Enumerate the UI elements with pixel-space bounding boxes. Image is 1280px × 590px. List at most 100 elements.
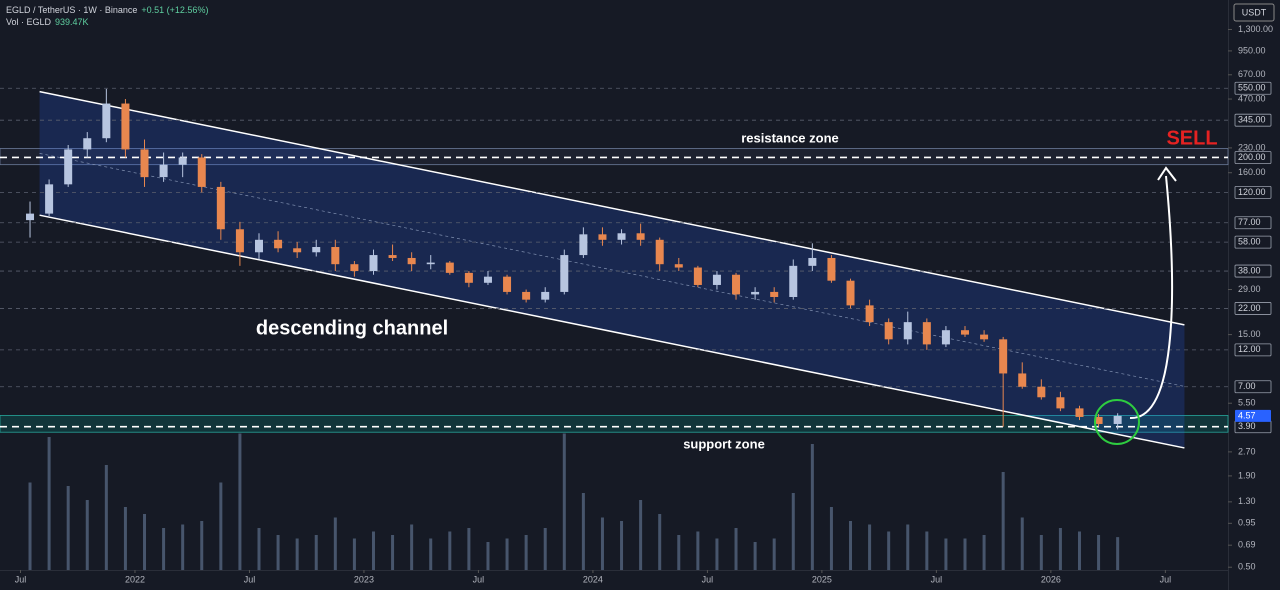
volume-bar [352,538,356,570]
candle-body [483,276,492,283]
candle-body [865,305,874,323]
level-label-box [1234,343,1272,357]
level-label: 200.00 [1238,152,1266,162]
candle-body [350,264,359,272]
candles [26,88,1122,430]
x-tick-label: Jul [931,574,943,584]
volume-bar [1077,531,1081,570]
x-tick-label: Jul [1160,574,1172,584]
level-label: 58.00 [1238,236,1261,246]
volume-bar [753,542,757,570]
zone-band [0,415,1229,433]
candle-body [64,149,73,185]
x-tick-label: 2025 [812,574,832,584]
candle-body [980,334,989,340]
volume-bar [1039,535,1043,570]
level-label: 22.00 [1238,303,1261,313]
volume-bar [486,542,490,570]
candle-body [83,138,92,150]
title: EGLD / TetherUS · 1W · Binance [6,5,138,15]
volume-bar [543,528,547,570]
volume-bar [371,531,375,570]
channel-midline [39,153,1185,387]
volume-bar [600,517,604,570]
candle-body [541,291,550,300]
volume-bar [28,482,32,570]
candle-body [159,164,168,178]
level-label-box [1234,81,1272,95]
zone-band [0,148,1229,166]
title-row: EGLD / TetherUS · 1W · Binance +0.51 (+12… [6,4,208,16]
volume-bar [257,528,261,570]
x-tick-label: Jul [473,574,485,584]
level-label: 38.00 [1238,265,1261,275]
volume-bar [1097,535,1101,570]
candle-body [655,239,664,265]
channel [39,90,1185,449]
y-tick-label: 5.50 [1238,398,1256,408]
candle-body [732,274,741,295]
volume-bar [829,507,833,570]
y-tick-label: 0.95 [1238,518,1256,528]
volume-bar [963,538,967,570]
candle-body [941,330,950,345]
y-tick-label: 670.00 [1238,69,1266,79]
volume-bar [868,524,872,570]
candle-body [254,239,263,253]
y-tick-label: 1.90 [1238,470,1256,480]
candle-body [579,234,588,256]
volume-bar [314,535,318,570]
volume-bar [1001,472,1005,570]
volume-bar [1116,537,1120,570]
candle-body [426,262,435,265]
volume-bar [391,535,395,570]
x-tick-label: 2023 [354,574,374,584]
volume-bar [620,521,624,570]
arrow-head [1157,166,1177,182]
volume-row: Vol · EGLD 939.47K [6,16,208,28]
candle-body [121,103,130,150]
level-label-box [1234,264,1272,278]
level-label: 77.00 [1238,217,1261,227]
y-tick-label: 950.00 [1238,45,1266,55]
candle-body [1113,415,1122,424]
volume-bar [66,486,70,570]
volume-bar [295,538,299,570]
candle-body [1094,416,1103,424]
channel-line [39,214,1185,449]
volume-bar [810,444,814,570]
candle-body [26,213,35,221]
volume-bar [47,437,51,570]
y-tick-label: 230.00 [1238,142,1266,152]
volume-bar [639,500,643,570]
volume-bar [410,524,414,570]
level-label-box [1234,235,1272,249]
projection-arrow [1129,175,1173,420]
candle-body [961,330,970,335]
last-price-label: 4.57 [1238,410,1256,420]
volume-bar [123,507,127,570]
volume-bar [219,482,223,570]
volume-bar [791,493,795,570]
zone-label: resistance zone [741,130,839,145]
volume-bar [982,535,986,570]
candle-body [369,255,378,272]
y-tick-label: 1,300.00 [1238,24,1273,34]
x-tick-label: 2022 [125,574,145,584]
candle-body [216,186,225,230]
candle-body [598,234,607,240]
y-tick-label: 160.00 [1238,167,1266,177]
candle-body [1037,386,1046,398]
volume-bar [162,528,166,570]
candle-body [846,280,855,306]
volume-bar [505,538,509,570]
candle-body [503,276,512,292]
level-label-box [1234,151,1272,164]
level-label: 550.00 [1238,83,1266,93]
candle-body [407,257,416,265]
level-label-box [1234,380,1272,394]
volume-bar [734,528,738,570]
x-tick-label: 2024 [583,574,603,584]
change: +0.51 (+12.56%) [141,5,209,15]
